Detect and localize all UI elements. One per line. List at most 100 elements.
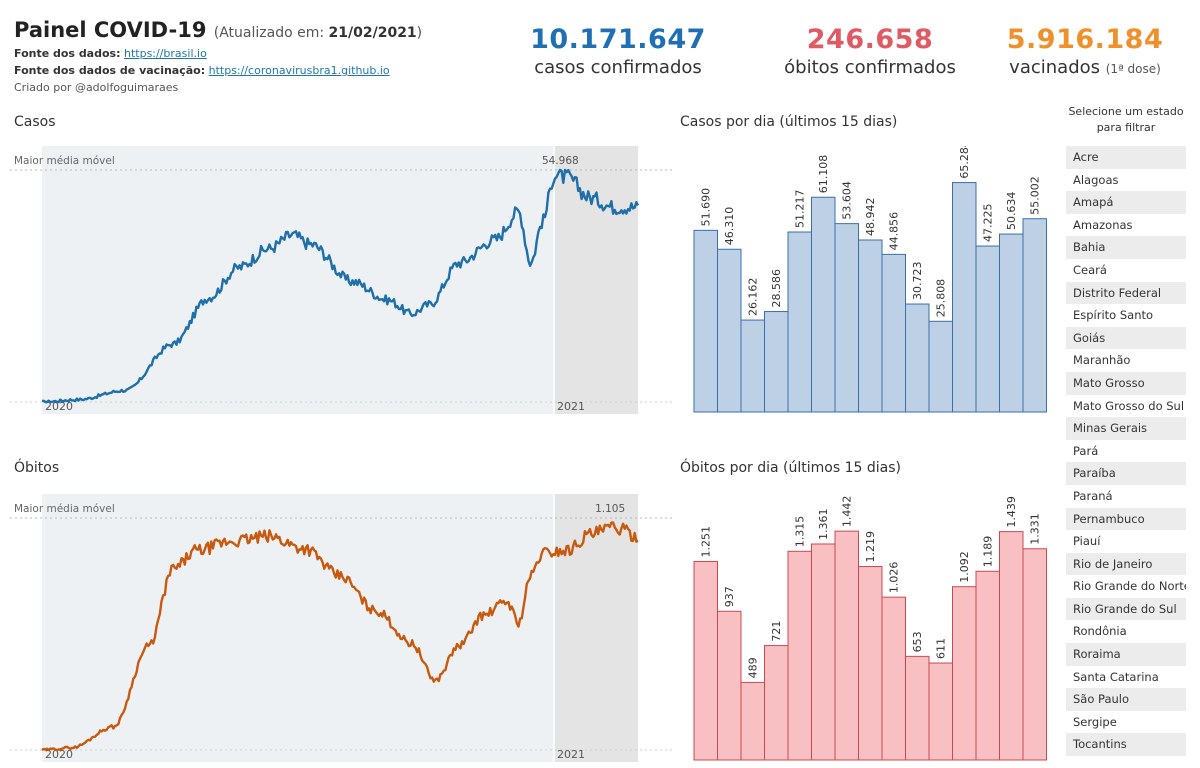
state-filter-item[interactable]: Espírito Santo	[1066, 304, 1186, 327]
bar-value-label: 53.604	[841, 181, 854, 220]
state-filter-item[interactable]: Pará	[1066, 439, 1186, 463]
bar	[834, 223, 859, 413]
state-filter-item[interactable]: Ceará	[1066, 258, 1186, 282]
state-filter-item[interactable]: Tocantins	[1066, 733, 1186, 757]
bar-value-label: 48.942	[864, 198, 877, 237]
bar	[787, 231, 812, 413]
state-filter-title: Selecione um estado para filtrar	[1068, 105, 1184, 134]
kpi-deaths-value: 246.658	[806, 24, 934, 55]
kpi-vaccinated: 5.916.184 vacinados (1ª dose)	[1005, 24, 1165, 78]
source-link[interactable]: https://brasil.io	[124, 47, 207, 60]
state-filter-item[interactable]: Rio Grande do Norte	[1066, 575, 1186, 598]
bar	[811, 196, 836, 413]
state-filter-item[interactable]: Alagoas	[1066, 168, 1186, 192]
state-filter-item[interactable]: São Paulo	[1066, 688, 1186, 711]
bar	[881, 596, 906, 761]
created-by: Criado por @adolfoguimaraes	[14, 81, 179, 94]
bar	[787, 550, 812, 761]
state-filter-item[interactable]: Santa Catarina	[1066, 665, 1186, 689]
state-filter-item[interactable]: Mato Grosso do Sul	[1066, 394, 1186, 418]
bar-value-label: 1.439	[1005, 496, 1018, 528]
state-filter-item[interactable]: Rondônia	[1066, 620, 1186, 644]
bar	[1022, 218, 1047, 413]
x-tick-label: 2021	[557, 748, 585, 761]
state-filter-item[interactable]: Bahia	[1066, 236, 1186, 259]
bar-value-label: 1.219	[864, 531, 877, 563]
data-source: Fonte dos dados: https://brasil.io	[14, 47, 207, 60]
cases-line-chart[interactable]: Maior média móvel 2020 2021 54.968	[10, 146, 675, 414]
state-filter-item[interactable]: Paraíba	[1066, 462, 1186, 485]
x-tick-label: 2020	[45, 400, 73, 413]
bar	[999, 233, 1024, 413]
cases-bar-chart[interactable]: 51.690 46.310 26.162 28.586 51.217 61.108 53.6…	[678, 146, 1060, 414]
cases-daily-title: Casos por dia (últimos 15 dias)	[680, 114, 898, 130]
kpi-deaths: 246.658 óbitos confirmados	[775, 24, 965, 78]
bar	[858, 566, 883, 761]
bar	[858, 239, 883, 413]
state-filter-item[interactable]: Amapá	[1066, 191, 1186, 214]
bar-value-label: 65.284	[958, 146, 971, 179]
bar	[693, 560, 718, 761]
state-filter-item[interactable]: Maranhão	[1066, 349, 1186, 372]
bar-value-label: 1.315	[794, 516, 807, 548]
plot-2021-background	[554, 494, 638, 762]
moving-average-line	[41, 521, 639, 752]
bar	[928, 662, 953, 761]
state-filter-item[interactable]: Minas Gerais	[1066, 417, 1186, 440]
deaths-section-title: Óbitos	[14, 460, 60, 476]
bar-value-label: 51.217	[794, 190, 807, 229]
bar	[881, 253, 906, 413]
state-filter-item[interactable]: Rio de Janeiro	[1066, 552, 1186, 576]
state-filter-item[interactable]: Sergipe	[1066, 710, 1186, 734]
bar	[811, 543, 836, 761]
state-filter-item[interactable]: Pernambuco	[1066, 507, 1186, 531]
bar	[905, 303, 930, 413]
state-filter-item[interactable]: Paraná	[1066, 484, 1186, 508]
deaths-bar-chart[interactable]: 1.251 937 489 721 1.315 1.361 1.442 1.219 1.026 6…	[678, 494, 1060, 762]
bar-value-label: 721	[770, 621, 783, 642]
bar-value-label: 653	[911, 631, 924, 652]
kpi-cases-label: casos confirmados	[534, 57, 702, 78]
state-filter: Selecione um estado para filtrar Acre Ala…	[1066, 104, 1186, 757]
bar	[952, 182, 977, 413]
bar	[975, 245, 1000, 413]
bar	[717, 248, 742, 413]
kpi-vaccinated-label: vacinados (1ª dose)	[1009, 57, 1161, 78]
bar-value-label: 26.162	[747, 278, 760, 317]
bar-value-label: 1.331	[1029, 513, 1042, 545]
vaccination-source: Fonte dos dados de vacinação: https://co…	[14, 64, 390, 77]
state-filter-item[interactable]: Piauí	[1066, 530, 1186, 553]
kpi-vaccinated-value: 5.916.184	[1006, 24, 1164, 55]
moving-average-line	[41, 168, 640, 404]
bar	[717, 610, 742, 761]
bar-value-label: 44.856	[888, 212, 901, 251]
bar-value-label: 50.634	[1005, 192, 1018, 231]
state-filter-item[interactable]: Acre	[1066, 146, 1186, 169]
state-filter-item[interactable]: Rio Grande do Sul	[1066, 597, 1186, 621]
state-filter-item[interactable]: Amazonas	[1066, 213, 1186, 237]
vaccination-source-link[interactable]: https://coronavirusbra1.github.io	[208, 64, 390, 77]
page-title-block: Painel COVID-19 (Atualizado em: 21/02/20…	[14, 18, 422, 42]
bar	[928, 320, 953, 413]
bar-value-label: 1.442	[841, 496, 854, 527]
bar-value-label: 25.808	[935, 279, 948, 318]
bar	[764, 645, 789, 761]
page-title: Painel COVID-19	[14, 18, 207, 42]
updated-date: 21/02/2021	[328, 25, 417, 41]
bar	[905, 655, 930, 761]
state-filter-item[interactable]: Mato Grosso	[1066, 371, 1186, 395]
max-value-label: 54.968	[542, 155, 579, 167]
kpi-cases-value: 10.171.647	[530, 24, 706, 55]
bar-value-label: 47.225	[982, 204, 995, 243]
kpi-deaths-label: óbitos confirmados	[784, 57, 956, 78]
bar-value-label: 1.026	[888, 562, 901, 594]
state-filter-list: Acre Alagoas Amapá Amazonas Bahia Ceará Distri…	[1066, 146, 1186, 757]
deaths-daily-title: Óbitos por dia (últimos 15 dias)	[680, 460, 901, 476]
bar	[952, 586, 977, 761]
max-value-label: 1.105	[595, 503, 625, 515]
state-filter-item[interactable]: Goiás	[1066, 326, 1186, 350]
bar-value-label: 61.108	[817, 155, 830, 194]
state-filter-item[interactable]: Roraima	[1066, 643, 1186, 666]
state-filter-item[interactable]: Distrito Federal	[1066, 281, 1186, 305]
deaths-line-chart[interactable]: Maior média móvel 2020 2021 1.105	[10, 494, 675, 762]
